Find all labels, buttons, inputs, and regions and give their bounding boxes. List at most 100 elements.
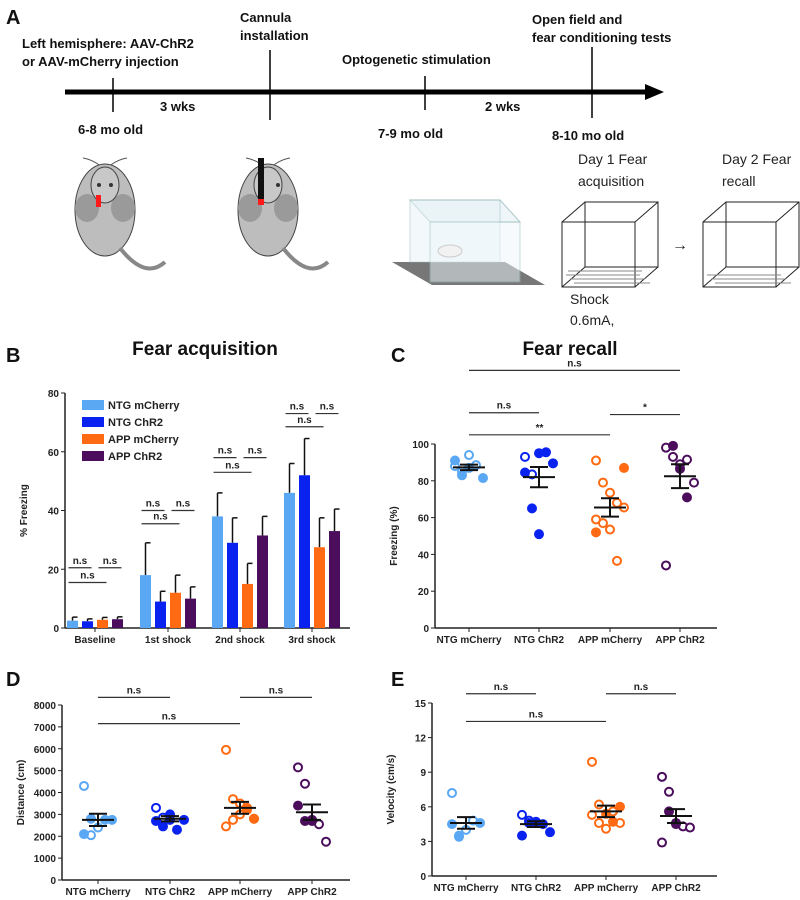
injection-label-2: or AAV-mCherry injection (22, 54, 179, 69)
day2-label-2: recall (722, 173, 755, 189)
x-tick-label: 1st shock (145, 635, 192, 646)
y-axis-label: % Freezing (19, 484, 30, 537)
y-tick-label: 12 (415, 734, 427, 745)
legend-swatch (82, 417, 104, 427)
chart-b: 0 20 40 60 80 Baseline 1st shock 2nd shock 3rd s… (19, 339, 350, 646)
y-tick-label: 100 (412, 440, 429, 451)
x-tick-label: APP ChR2 (651, 883, 701, 894)
x-tick-label: 2nd shock (215, 635, 265, 646)
panel-a-timeline: A Left hemisphere: AAV-ChR2 or AAV-mCher… (6, 7, 800, 328)
shock-label-1: Shock (570, 291, 610, 307)
shock-label-2: 0.6mA, (570, 312, 614, 328)
legend-swatch (82, 434, 104, 444)
data-point-open (689, 477, 699, 488)
y-tick-label: 6 (420, 803, 426, 814)
data-point-filled (682, 492, 692, 503)
data-point-filled (478, 473, 488, 484)
interval-3wks: 3 wks (160, 99, 195, 114)
y-tick-label: 15 (415, 699, 427, 710)
significance-label: ** (536, 423, 544, 434)
data-point-open (594, 817, 604, 828)
significance-label: n.s (320, 402, 335, 413)
y-tick-label: 80 (48, 389, 60, 400)
panel-label-b: B (6, 345, 20, 367)
data-point-open (221, 821, 231, 832)
y-tick-label: 20 (48, 565, 60, 576)
data-point-open (151, 802, 161, 813)
y-tick-label: 3 (420, 837, 426, 848)
bar (185, 598, 196, 628)
interval-2wks: 2 wks (485, 99, 520, 114)
significance-label: n.s (176, 499, 191, 510)
age-label-2: 7-9 mo old (378, 126, 443, 141)
y-axis-label: Velocity (cm/s) (386, 754, 397, 824)
data-point-filled (520, 467, 530, 478)
bar (112, 619, 123, 628)
y-tick-label: 7000 (34, 723, 57, 734)
bar (299, 475, 310, 628)
bar (212, 516, 223, 628)
significance-label: n.s (80, 570, 95, 581)
data-point-open (668, 451, 678, 462)
bar (170, 592, 181, 628)
data-point-open (587, 756, 597, 767)
x-tick-label: APP ChR2 (655, 635, 705, 646)
data-point-filled (534, 529, 544, 540)
day1-label-1: Day 1 Fear (578, 151, 648, 167)
significance-label: n.s (290, 402, 305, 413)
y-tick-label: 0 (53, 624, 59, 635)
y-tick-label: 60 (48, 448, 60, 459)
chart-e: 0 3 6 9 12 15 NTG mCherry NTG ChR2 APP mCherry AP… (386, 682, 717, 894)
x-tick-label: NTG ChR2 (514, 635, 564, 646)
data-point-filled (293, 800, 303, 811)
mouse-with-cannula-icon (237, 157, 330, 271)
legend-label: APP ChR2 (108, 451, 162, 463)
significance-label: n.s (146, 499, 161, 510)
day1-label-2: acquisition (578, 173, 644, 189)
x-tick-label: APP mCherry (578, 635, 643, 646)
data-point-open (661, 560, 671, 571)
tests-label-1: Open field and (532, 12, 622, 27)
y-tick-label: 0 (50, 876, 56, 887)
data-point-open (300, 778, 310, 789)
significance-label: n.s (297, 415, 312, 426)
bar (284, 492, 295, 628)
significance-label: n.s (153, 512, 168, 523)
bar (140, 575, 151, 628)
legend-swatch (82, 400, 104, 410)
data-point-filled (527, 503, 537, 514)
data-point-filled (454, 830, 464, 841)
data-point-open (657, 837, 667, 848)
data-point-filled (541, 447, 551, 458)
y-tick-label: 40 (48, 507, 60, 518)
significance-label: n.s (162, 712, 177, 723)
day2-label-1: Day 2 Fear (722, 151, 792, 167)
data-point-open (293, 762, 303, 773)
data-point-open (682, 454, 692, 465)
data-point-open (605, 524, 615, 535)
y-tick-label: 40 (418, 550, 430, 561)
data-point-filled (619, 462, 629, 473)
data-point-filled (79, 829, 89, 840)
data-point-open (520, 451, 530, 462)
data-point-open (594, 799, 604, 810)
data-point-open (657, 771, 667, 782)
y-axis-label: Distance (cm) (16, 760, 27, 826)
bar (242, 583, 253, 628)
y-tick-label: 0 (420, 872, 426, 883)
significance-label: n.s (248, 446, 263, 457)
data-point-open (601, 823, 611, 834)
y-tick-label: 3000 (34, 810, 57, 821)
panel-label-a: A (6, 7, 20, 29)
open-field-box-icon (392, 199, 545, 285)
y-tick-label: 4000 (34, 789, 57, 800)
legend-label: NTG ChR2 (108, 417, 163, 429)
significance-label: n.s (218, 446, 233, 457)
x-tick-label: 3rd shock (288, 635, 336, 646)
significance-label: n.s (103, 556, 118, 567)
bar (227, 542, 238, 628)
data-point-filled (615, 801, 625, 812)
y-tick-label: 8000 (34, 701, 57, 712)
tests-label-2: fear conditioning tests (532, 30, 671, 45)
